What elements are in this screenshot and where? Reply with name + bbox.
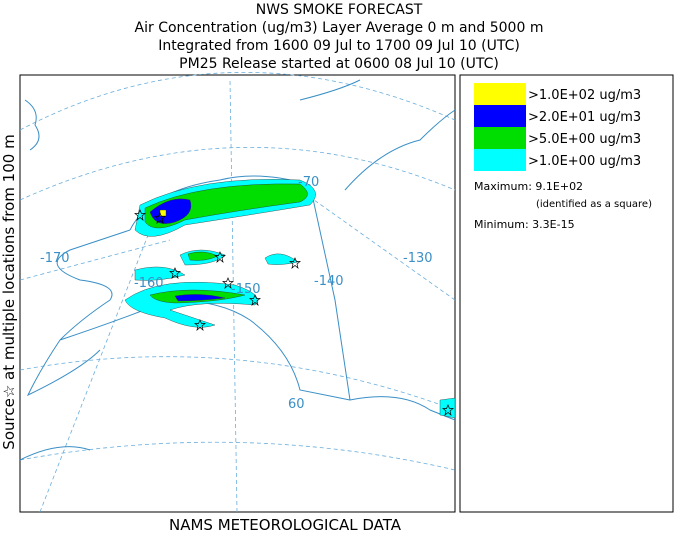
plumes bbox=[124, 179, 456, 419]
source-star bbox=[154, 212, 166, 224]
source-star bbox=[134, 209, 146, 221]
legend-minimum: Minimum: 3.3E-15 bbox=[474, 218, 575, 231]
legend-label: >2.0E+01 ug/m3 bbox=[528, 110, 641, 125]
graticule bbox=[19, 72, 456, 513]
legend: >1.0E+02 ug/m3 >2.0E+01 ug/m3 >5.0E+00 ug/… bbox=[474, 83, 641, 171]
legend-swatch bbox=[474, 105, 526, 127]
subtitle: PM25 Release started at 0600 08 Jul 10 (… bbox=[179, 56, 499, 72]
legend-label: >1.0E+02 ug/m3 bbox=[528, 88, 641, 103]
plume bbox=[264, 253, 299, 265]
plume bbox=[187, 251, 219, 261]
map-label: -140 bbox=[314, 274, 344, 289]
map-label: -160 bbox=[134, 276, 164, 291]
subtitle: Air Concentration (ug/m3) Layer Average … bbox=[135, 20, 544, 36]
plume bbox=[144, 183, 308, 229]
legend-maximum-note: (identified as a square) bbox=[536, 199, 652, 210]
source-star bbox=[289, 257, 301, 269]
legend-label: >1.0E+00 ug/m3 bbox=[528, 154, 641, 169]
source-star bbox=[214, 251, 226, 263]
source-star bbox=[249, 294, 261, 306]
source-star bbox=[442, 404, 454, 416]
plume bbox=[149, 198, 192, 224]
source-star bbox=[169, 267, 181, 279]
legend-maximum: Maximum: 9.1E+02 bbox=[474, 180, 583, 193]
map-label: -70 bbox=[298, 175, 319, 190]
map-label: -150 bbox=[231, 282, 261, 297]
legend-swatch bbox=[474, 83, 526, 105]
plume bbox=[174, 294, 226, 302]
side-label: Source☆ at multiple locations from 100 m bbox=[0, 134, 18, 449]
map-label: -170 bbox=[40, 251, 70, 266]
legend-swatch bbox=[474, 127, 526, 149]
plume bbox=[159, 209, 167, 217]
map-label: -130 bbox=[403, 251, 433, 266]
source-star bbox=[222, 277, 234, 289]
footer: NAMS METEOROLOGICAL DATA bbox=[169, 516, 402, 532]
subtitle: Integrated from 1600 09 Jul to 1700 09 J… bbox=[158, 38, 520, 54]
map-label: 60 bbox=[288, 397, 305, 412]
legend-swatch bbox=[474, 149, 526, 171]
map: -70 -170 -160 -150 -140 -130 60 bbox=[19, 72, 456, 513]
plume bbox=[439, 397, 456, 419]
title: NWS SMOKE FORECAST bbox=[256, 2, 423, 18]
source-star bbox=[194, 319, 206, 331]
legend-label: >5.0E+00 ug/m3 bbox=[528, 132, 641, 147]
